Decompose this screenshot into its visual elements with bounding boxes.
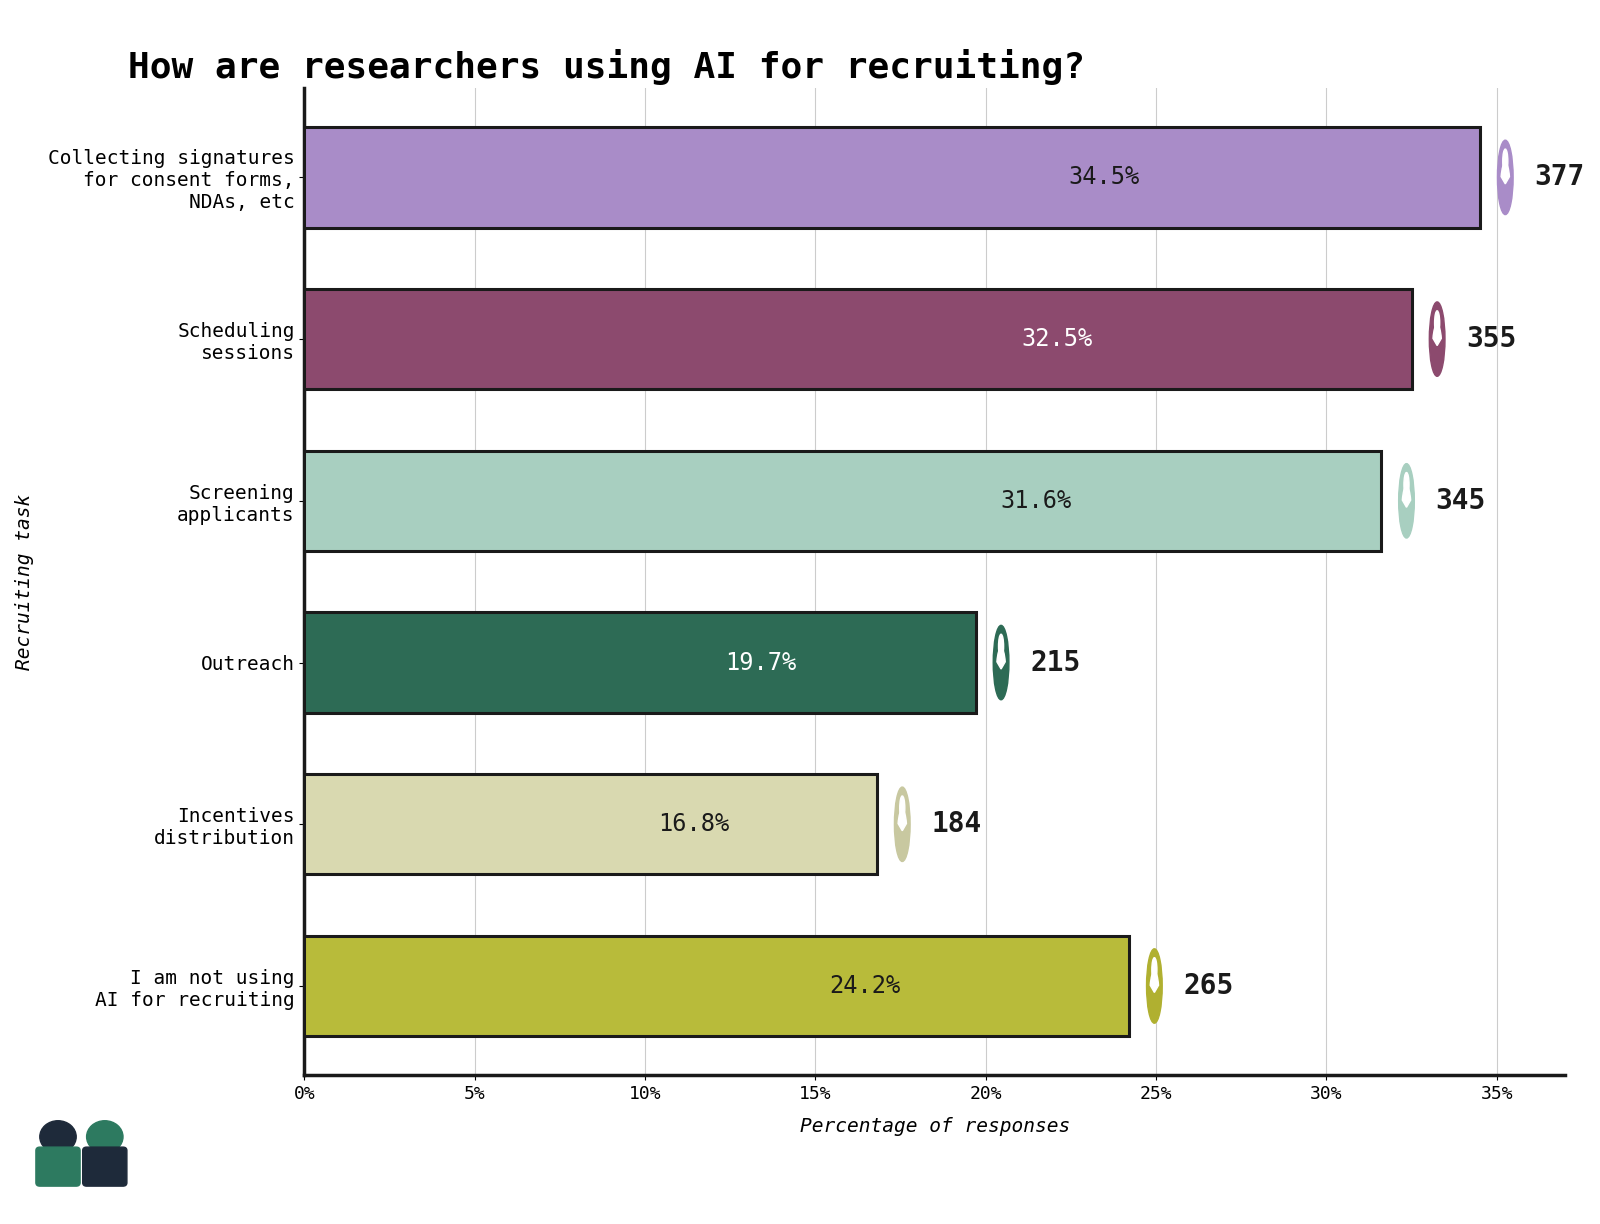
Text: 16.8%: 16.8%: [658, 813, 730, 836]
Text: 345: 345: [1435, 487, 1486, 515]
Circle shape: [1147, 949, 1162, 1023]
Circle shape: [994, 625, 1010, 700]
Circle shape: [899, 796, 906, 820]
Bar: [304, 612, 976, 712]
FancyBboxPatch shape: [83, 1147, 126, 1186]
Circle shape: [894, 787, 910, 862]
Text: 31.6%: 31.6%: [1002, 488, 1072, 513]
Wedge shape: [997, 647, 1005, 670]
Text: 34.5%: 34.5%: [1067, 165, 1139, 190]
Circle shape: [40, 1121, 77, 1153]
Bar: [304, 936, 1130, 1037]
Y-axis label: Recruiting task: Recruiting task: [14, 493, 34, 670]
Wedge shape: [1150, 972, 1158, 993]
Text: 184: 184: [931, 810, 981, 838]
Bar: [304, 289, 1411, 389]
Wedge shape: [1434, 324, 1442, 345]
Text: 24.2%: 24.2%: [829, 974, 901, 998]
Text: 265: 265: [1184, 972, 1234, 1000]
Text: 377: 377: [1534, 163, 1584, 191]
Wedge shape: [1501, 163, 1509, 184]
Circle shape: [998, 634, 1003, 659]
Circle shape: [1435, 311, 1440, 335]
Text: 355: 355: [1466, 326, 1517, 353]
Text: 19.7%: 19.7%: [725, 650, 797, 674]
Circle shape: [1398, 464, 1414, 539]
Circle shape: [1498, 141, 1514, 214]
FancyBboxPatch shape: [35, 1147, 80, 1186]
Bar: [304, 450, 1381, 551]
Text: How are researchers using AI for recruiting?: How are researchers using AI for recruit…: [128, 49, 1085, 84]
Bar: [304, 127, 1480, 228]
Text: 215: 215: [1030, 649, 1080, 677]
Circle shape: [1152, 957, 1157, 982]
Circle shape: [1502, 149, 1507, 174]
Text: 32.5%: 32.5%: [1022, 327, 1093, 351]
Wedge shape: [1402, 486, 1411, 507]
X-axis label: Percentage of responses: Percentage of responses: [800, 1116, 1070, 1136]
Bar: [304, 774, 877, 874]
Wedge shape: [898, 810, 907, 831]
Circle shape: [1429, 302, 1445, 376]
Circle shape: [86, 1121, 123, 1153]
Circle shape: [1403, 472, 1410, 497]
